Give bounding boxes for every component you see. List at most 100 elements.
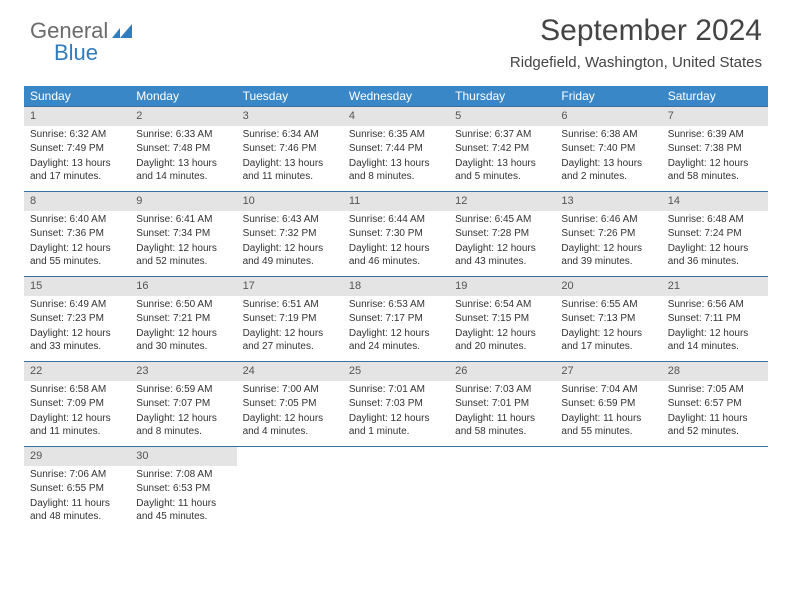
cell-body: Sunrise: 7:04 AMSunset: 6:59 PMDaylight:… [555,381,661,444]
calendar-cell [555,447,661,531]
sunrise-text: Sunrise: 6:48 AM [668,213,762,227]
sunset-text: Sunset: 7:07 PM [136,397,230,411]
sunrise-text: Sunrise: 7:06 AM [30,468,124,482]
date-number: 1 [24,107,130,126]
date-number: 27 [555,362,661,381]
page-subtitle: Ridgefield, Washington, United States [510,54,762,71]
sunrise-text: Sunrise: 6:39 AM [668,128,762,142]
week-row: 1Sunrise: 6:32 AMSunset: 7:49 PMDaylight… [24,106,768,191]
sunrise-text: Sunrise: 6:46 AM [561,213,655,227]
date-number: 6 [555,107,661,126]
cell-body: Sunrise: 6:39 AMSunset: 7:38 PMDaylight:… [662,126,768,189]
daylight-text: Daylight: 12 hours and 58 minutes. [668,157,762,184]
calendar-cell: 5Sunrise: 6:37 AMSunset: 7:42 PMDaylight… [449,107,555,191]
calendar-cell: 23Sunrise: 6:59 AMSunset: 7:07 PMDayligh… [130,362,236,446]
cell-body: Sunrise: 7:01 AMSunset: 7:03 PMDaylight:… [343,381,449,444]
sunrise-text: Sunrise: 6:50 AM [136,298,230,312]
cell-body: Sunrise: 6:37 AMSunset: 7:42 PMDaylight:… [449,126,555,189]
sunrise-text: Sunrise: 6:49 AM [30,298,124,312]
calendar: SundayMondayTuesdayWednesdayThursdayFrid… [24,86,768,531]
sunrise-text: Sunrise: 6:41 AM [136,213,230,227]
daylight-text: Daylight: 12 hours and 33 minutes. [30,327,124,354]
calendar-cell: 28Sunrise: 7:05 AMSunset: 6:57 PMDayligh… [662,362,768,446]
daylight-text: Daylight: 12 hours and 11 minutes. [30,412,124,439]
cell-body: Sunrise: 7:08 AMSunset: 6:53 PMDaylight:… [130,466,236,529]
cell-body: Sunrise: 6:33 AMSunset: 7:48 PMDaylight:… [130,126,236,189]
cell-body: Sunrise: 6:51 AMSunset: 7:19 PMDaylight:… [237,296,343,359]
daylight-text: Daylight: 12 hours and 14 minutes. [668,327,762,354]
daylight-text: Daylight: 11 hours and 48 minutes. [30,497,124,524]
calendar-cell: 4Sunrise: 6:35 AMSunset: 7:44 PMDaylight… [343,107,449,191]
calendar-cell: 19Sunrise: 6:54 AMSunset: 7:15 PMDayligh… [449,277,555,361]
sunset-text: Sunset: 6:55 PM [30,482,124,496]
sunrise-text: Sunrise: 6:38 AM [561,128,655,142]
sunrise-text: Sunrise: 7:05 AM [668,383,762,397]
cell-body: Sunrise: 6:44 AMSunset: 7:30 PMDaylight:… [343,211,449,274]
sunset-text: Sunset: 7:05 PM [243,397,337,411]
sunset-text: Sunset: 7:19 PM [243,312,337,326]
daylight-text: Daylight: 11 hours and 52 minutes. [668,412,762,439]
cell-body: Sunrise: 7:06 AMSunset: 6:55 PMDaylight:… [24,466,130,529]
day-header-sunday: Sunday [24,86,130,106]
sunset-text: Sunset: 7:44 PM [349,142,443,156]
sunset-text: Sunset: 7:21 PM [136,312,230,326]
date-number: 26 [449,362,555,381]
sunset-text: Sunset: 7:32 PM [243,227,337,241]
date-number: 16 [130,277,236,296]
sunrise-text: Sunrise: 6:32 AM [30,128,124,142]
calendar-cell: 10Sunrise: 6:43 AMSunset: 7:32 PMDayligh… [237,192,343,276]
cell-body: Sunrise: 7:03 AMSunset: 7:01 PMDaylight:… [449,381,555,444]
cell-body: Sunrise: 6:53 AMSunset: 7:17 PMDaylight:… [343,296,449,359]
date-number: 14 [662,192,768,211]
sunset-text: Sunset: 7:01 PM [455,397,549,411]
date-number: 5 [449,107,555,126]
sunset-text: Sunset: 7:40 PM [561,142,655,156]
daylight-text: Daylight: 12 hours and 46 minutes. [349,242,443,269]
date-number: 23 [130,362,236,381]
sunset-text: Sunset: 7:13 PM [561,312,655,326]
daylight-text: Daylight: 12 hours and 20 minutes. [455,327,549,354]
calendar-cell: 7Sunrise: 6:39 AMSunset: 7:38 PMDaylight… [662,107,768,191]
week-row: 22Sunrise: 6:58 AMSunset: 7:09 PMDayligh… [24,361,768,446]
sunset-text: Sunset: 6:57 PM [668,397,762,411]
sunset-text: Sunset: 7:24 PM [668,227,762,241]
calendar-cell [343,447,449,531]
day-header-thursday: Thursday [449,86,555,106]
sunset-text: Sunset: 6:53 PM [136,482,230,496]
calendar-cell: 24Sunrise: 7:00 AMSunset: 7:05 PMDayligh… [237,362,343,446]
date-number: 30 [130,447,236,466]
date-number: 7 [662,107,768,126]
cell-body: Sunrise: 6:41 AMSunset: 7:34 PMDaylight:… [130,211,236,274]
date-number: 19 [449,277,555,296]
sunset-text: Sunset: 7:15 PM [455,312,549,326]
cell-body: Sunrise: 6:32 AMSunset: 7:49 PMDaylight:… [24,126,130,189]
cell-body: Sunrise: 6:43 AMSunset: 7:32 PMDaylight:… [237,211,343,274]
date-number: 4 [343,107,449,126]
cell-body: Sunrise: 6:50 AMSunset: 7:21 PMDaylight:… [130,296,236,359]
date-number: 13 [555,192,661,211]
sunset-text: Sunset: 7:42 PM [455,142,549,156]
sunset-text: Sunset: 7:23 PM [30,312,124,326]
calendar-cell: 1Sunrise: 6:32 AMSunset: 7:49 PMDaylight… [24,107,130,191]
cell-body: Sunrise: 6:38 AMSunset: 7:40 PMDaylight:… [555,126,661,189]
sunrise-text: Sunrise: 6:59 AM [136,383,230,397]
daylight-text: Daylight: 12 hours and 52 minutes. [136,242,230,269]
sunrise-text: Sunrise: 7:04 AM [561,383,655,397]
week-row: 29Sunrise: 7:06 AMSunset: 6:55 PMDayligh… [24,446,768,531]
calendar-cell: 6Sunrise: 6:38 AMSunset: 7:40 PMDaylight… [555,107,661,191]
daylight-text: Daylight: 12 hours and 55 minutes. [30,242,124,269]
date-number: 21 [662,277,768,296]
calendar-cell: 13Sunrise: 6:46 AMSunset: 7:26 PMDayligh… [555,192,661,276]
sunrise-text: Sunrise: 6:34 AM [243,128,337,142]
sunrise-text: Sunrise: 6:37 AM [455,128,549,142]
sunset-text: Sunset: 7:38 PM [668,142,762,156]
calendar-cell [662,447,768,531]
week-row: 15Sunrise: 6:49 AMSunset: 7:23 PMDayligh… [24,276,768,361]
day-header-saturday: Saturday [662,86,768,106]
page-title: September 2024 [510,14,762,48]
cell-body: Sunrise: 6:56 AMSunset: 7:11 PMDaylight:… [662,296,768,359]
day-header-row: SundayMondayTuesdayWednesdayThursdayFrid… [24,86,768,106]
date-number: 2 [130,107,236,126]
calendar-cell: 17Sunrise: 6:51 AMSunset: 7:19 PMDayligh… [237,277,343,361]
date-number: 18 [343,277,449,296]
